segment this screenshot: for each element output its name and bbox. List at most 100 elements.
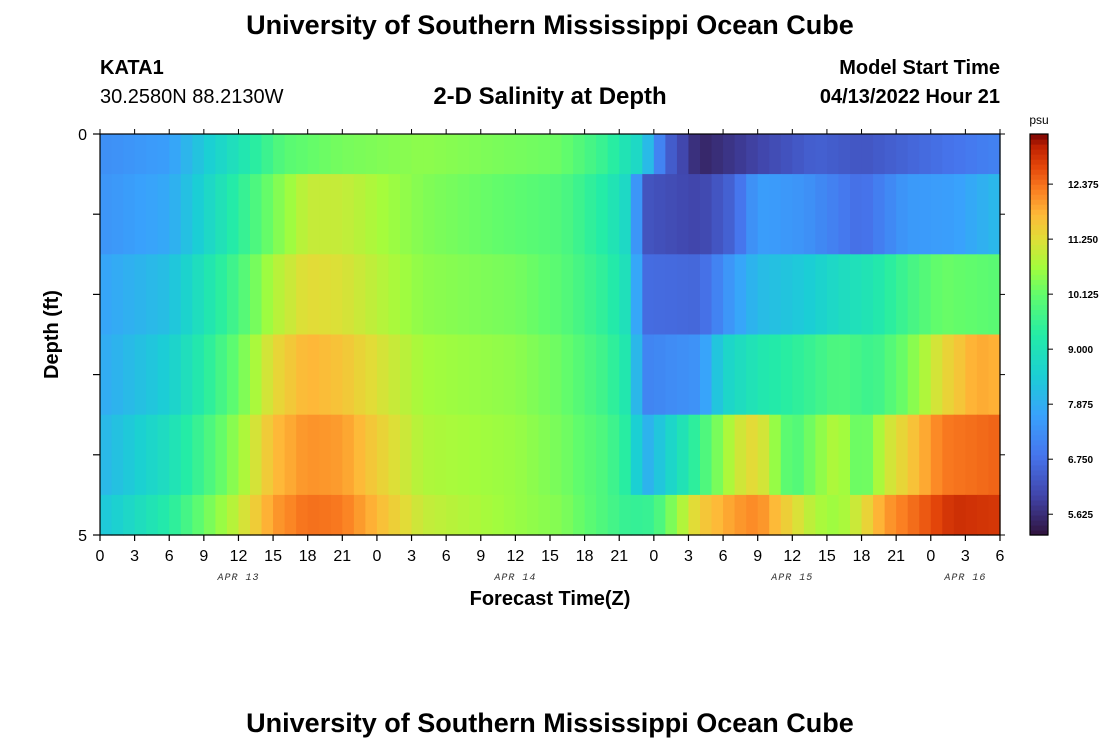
heatmap-cell [780,134,793,175]
heatmap-cell [319,174,332,255]
colorbar-segment [1030,479,1048,486]
heatmap-cell [746,414,759,496]
y-tick-label: 0 [78,127,87,144]
colorbar-tick-label: 10.125 [1068,290,1099,301]
heatmap-cell [215,494,228,536]
heatmap-cell [538,134,551,175]
colorbar-segment [1030,404,1048,411]
heatmap-cell [746,254,759,336]
heatmap-cell [573,134,586,175]
heatmap-cell [423,414,436,496]
colorbar-segment [1030,514,1048,521]
heatmap-cell [111,334,124,416]
heatmap-cell [319,414,332,496]
heatmap-cell [700,134,713,175]
heatmap-cell [850,334,863,416]
heatmap-cell [423,134,436,175]
heatmap-cell [203,174,216,255]
heatmap-cell [388,494,401,536]
y-axis-label: Depth (ft) [41,290,63,379]
heatmap-cell [965,174,978,255]
heatmap-cell [180,134,193,175]
heatmap-cell [711,334,724,416]
heatmap-cell [238,334,251,416]
colorbar-segment [1030,409,1048,416]
heatmap-cell [907,334,920,416]
heatmap-cell [665,134,678,175]
heatmap-cell [573,254,586,336]
heatmap-cell [873,134,886,175]
heatmap-cell [134,254,147,336]
heatmap-cell [353,414,366,496]
heatmap-cell [503,494,516,536]
heatmap-cell [434,334,447,416]
colorbar-segment [1030,144,1048,150]
heatmap-cell [296,174,309,255]
heatmap-cells [100,134,1001,536]
heatmap-cell [976,494,990,536]
heatmap-cell [111,174,124,255]
heatmap-cell [273,174,286,255]
heatmap-cell [353,134,366,175]
heatmap-cell [307,134,320,175]
heatmap-cell [376,334,390,416]
colorbar-segment [1030,449,1048,456]
colorbar-segment [1030,344,1048,351]
colorbar-segment [1030,199,1048,205]
heatmap-cell [215,174,228,255]
heatmap-cell [180,334,193,416]
heatmap-cell [792,494,805,536]
heatmap-cell [457,134,470,175]
heatmap-cell [826,334,840,416]
heatmap-cell [503,254,516,336]
heatmap-cell [711,414,724,496]
colorbar-segment [1030,499,1048,506]
heatmap-cell [446,494,459,536]
heatmap-cell [146,134,159,175]
heatmap-cell [688,414,701,496]
heatmap-cell [226,134,240,175]
heatmap-cell [861,174,874,255]
colorbar-segment [1030,134,1048,140]
heatmap-cell [930,334,943,416]
heatmap-cell [307,494,320,536]
heatmap-cell [884,414,897,496]
heatmap-cell [723,334,736,416]
heatmap-cell [526,494,540,536]
heatmap-cell [815,494,828,536]
heatmap-cell [850,494,863,536]
heatmap-cell [123,334,136,416]
colorbar-tick-label: 6.750 [1068,455,1093,466]
heatmap-cell [792,134,805,175]
heatmap-cell [538,334,551,416]
colorbar-segment [1030,164,1048,170]
heatmap-cell [965,254,978,336]
x-date-label: APR 16 [943,573,986,584]
x-date-label: APR 14 [493,573,536,584]
heatmap-cell [896,134,909,175]
heatmap-cell [746,334,759,416]
heatmap-cell [619,254,632,336]
colorbar-tick-label: 7.875 [1068,400,1093,411]
heatmap-cell [515,414,528,496]
heatmap-cell [469,254,482,336]
heatmap-cell [307,414,320,496]
colorbar-segment [1030,329,1048,336]
heatmap-cell [515,494,528,536]
colorbar-segment [1030,214,1048,220]
heatmap-cell [896,174,909,255]
x-axis: 0 3 6 9 12 15 18 21 0 3 6 9 12 15 18 21 0 3 6 9 12 15 18 21 0 3 6A… [96,129,1005,584]
heatmap-cell [953,254,966,336]
heatmap-cell [573,414,586,496]
heatmap-cell [550,254,563,336]
heatmap-cell [319,254,332,336]
colorbar-segment [1030,154,1048,160]
heatmap-cell [769,414,782,496]
colorbar-segment [1030,304,1048,311]
heatmap-cell [538,494,551,536]
heatmap-cell [907,174,920,255]
heatmap-cell [815,254,828,336]
colorbar-segment [1030,369,1048,376]
heatmap-cell [826,174,840,255]
heatmap-cell [169,134,182,175]
